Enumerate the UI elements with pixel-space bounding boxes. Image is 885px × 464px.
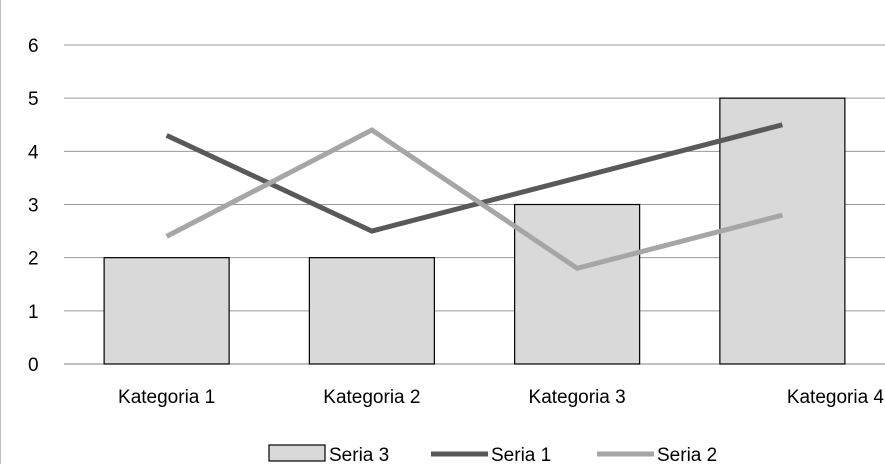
legend: Seria 3 Seria 1 Seria 2 — [268, 444, 717, 464]
y-tick-label: 2 — [28, 249, 39, 270]
y-tick-label: 5 — [28, 89, 39, 110]
line-seria-2 — [165, 127, 784, 272]
bar-seria-3-kategoria-3 — [514, 203, 641, 365]
y-tick-label: 4 — [28, 142, 39, 163]
legend-label-seria-1: Seria 1 — [491, 445, 551, 464]
y-tick-label: 0 — [28, 355, 39, 376]
legend-swatch-seria-3 — [268, 444, 326, 462]
y-tick-label: 3 — [28, 196, 39, 217]
y-tick-label: 6 — [28, 36, 39, 57]
bar-seria-3-kategoria-1 — [103, 257, 230, 365]
x-tick-label: Kategoria 2 — [323, 387, 420, 408]
y-tick-label: 1 — [28, 302, 39, 323]
line-series — [165, 122, 784, 272]
line-seria-1 — [165, 122, 784, 234]
bar-seria-3-kategoria-4 — [719, 97, 846, 365]
x-tick-label: Kategoria 4 — [787, 387, 885, 408]
x-axis-ticks: Kategoria 1 Kategoria 2 Kategoria 3 Kategor… — [118, 387, 884, 408]
x-tick-label: Kategoria 1 — [118, 387, 215, 408]
bar-series — [103, 97, 846, 365]
x-tick-label: Kategoria 3 — [529, 387, 626, 408]
y-axis-ticks: 0 1 2 3 4 5 6 — [28, 36, 39, 376]
legend-label-seria-2: Seria 2 — [657, 445, 717, 464]
bar-seria-3-kategoria-2 — [308, 257, 435, 365]
legend-label-seria-3: Seria 3 — [329, 445, 389, 464]
